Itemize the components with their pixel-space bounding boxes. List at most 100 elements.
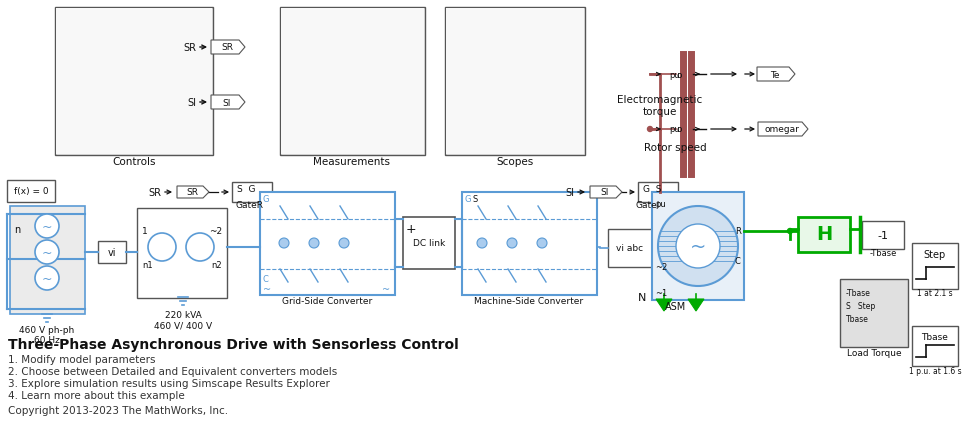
Text: n: n <box>14 224 20 234</box>
Text: 4. Learn more about this example: 4. Learn more about this example <box>8 390 184 400</box>
Text: 460 V ph-ph: 460 V ph-ph <box>19 326 75 335</box>
Polygon shape <box>655 299 672 311</box>
Text: Three-Phase Asynchronous Drive with Sensorless Control: Three-Phase Asynchronous Drive with Sens… <box>8 337 458 351</box>
Text: ~: ~ <box>689 237 705 256</box>
Text: 1 at 2.1 s: 1 at 2.1 s <box>917 289 952 298</box>
Text: DC link: DC link <box>413 239 445 248</box>
Bar <box>638 183 677 203</box>
Text: GateR: GateR <box>235 201 264 210</box>
Text: SR: SR <box>221 43 233 53</box>
Circle shape <box>35 214 59 238</box>
Text: Load Torque: Load Torque <box>846 349 900 358</box>
Text: omegar: omegar <box>764 125 798 134</box>
Text: ~: ~ <box>42 246 52 259</box>
Text: N: N <box>638 293 645 302</box>
Text: 1. Modify model parameters: 1. Modify model parameters <box>8 354 155 364</box>
Text: G  S: G S <box>642 185 661 194</box>
Bar <box>137 208 227 298</box>
Text: SI: SI <box>187 98 196 108</box>
Text: ~2: ~2 <box>654 262 667 271</box>
Text: n2: n2 <box>211 260 222 269</box>
Text: vi: vi <box>108 247 116 257</box>
Circle shape <box>647 127 652 132</box>
Polygon shape <box>756 68 795 82</box>
Text: S  G: S G <box>236 185 255 194</box>
Text: Measurements: Measurements <box>313 157 391 167</box>
Bar <box>861 221 903 250</box>
Text: Rotor speed: Rotor speed <box>643 143 705 153</box>
Circle shape <box>675 224 719 268</box>
Bar <box>7 181 55 203</box>
Bar <box>10 207 85 314</box>
Polygon shape <box>176 187 208 198</box>
Circle shape <box>537 238 547 248</box>
Text: SR: SR <box>186 188 198 197</box>
Text: GateI: GateI <box>635 201 660 210</box>
Bar <box>56 9 212 155</box>
Text: G: G <box>464 195 471 204</box>
Circle shape <box>279 238 289 248</box>
Bar <box>446 9 583 155</box>
Text: pu: pu <box>654 200 665 209</box>
Bar <box>911 326 957 366</box>
Text: -Tbase: -Tbase <box>868 249 895 258</box>
Bar <box>461 193 596 295</box>
Text: C: C <box>263 275 268 284</box>
Bar <box>232 183 271 203</box>
Bar <box>445 8 584 156</box>
Text: C: C <box>735 257 740 266</box>
Text: o: o <box>676 125 682 134</box>
Text: 2. Choose between Detailed and Equivalent converters models: 2. Choose between Detailed and Equivalen… <box>8 366 337 376</box>
Text: Controls: Controls <box>112 157 156 167</box>
Bar <box>608 230 652 267</box>
Text: SR: SR <box>183 43 196 53</box>
Text: G: G <box>263 195 269 204</box>
Text: 3. Explore simulation results using Simscape Results Explorer: 3. Explore simulation results using Sims… <box>8 378 329 388</box>
Polygon shape <box>687 299 703 311</box>
Circle shape <box>148 233 175 261</box>
Circle shape <box>507 238 516 248</box>
Text: -1: -1 <box>877 230 888 240</box>
Bar <box>280 8 424 156</box>
Text: +: + <box>405 223 416 236</box>
Circle shape <box>338 238 349 248</box>
Text: pu: pu <box>669 70 679 79</box>
Bar <box>839 279 907 347</box>
Text: Machine-Side Converter: Machine-Side Converter <box>474 296 583 305</box>
Text: S: S <box>473 195 478 204</box>
Bar <box>911 243 957 289</box>
Text: Tbase: Tbase <box>921 332 948 341</box>
Text: ~1: ~1 <box>654 288 667 297</box>
Polygon shape <box>757 123 807 137</box>
Text: 1 p.u. at 1.6 s: 1 p.u. at 1.6 s <box>908 367 960 376</box>
Text: ~: ~ <box>382 284 390 294</box>
Text: SI: SI <box>564 187 574 197</box>
Text: Step: Step <box>922 250 945 260</box>
Bar <box>797 217 849 253</box>
Text: ~2: ~2 <box>208 227 222 236</box>
Text: torque: torque <box>642 107 676 117</box>
Text: 460 V/ 400 V: 460 V/ 400 V <box>154 321 212 330</box>
Circle shape <box>477 238 486 248</box>
Text: Te: Te <box>769 70 779 79</box>
Text: S   Step: S Step <box>845 302 874 311</box>
Polygon shape <box>211 41 245 55</box>
Text: 1: 1 <box>141 227 147 236</box>
Text: Copyright 2013-2023 The MathWorks, Inc.: Copyright 2013-2023 The MathWorks, Inc. <box>8 405 228 415</box>
Bar <box>260 193 394 295</box>
Circle shape <box>35 240 59 264</box>
Text: o: o <box>676 70 682 79</box>
Polygon shape <box>211 96 245 110</box>
Text: H: H <box>815 225 831 244</box>
Text: Tbase: Tbase <box>845 315 868 324</box>
Bar <box>55 8 213 156</box>
Text: vi abc: vi abc <box>616 244 642 253</box>
Text: 60 Hz: 60 Hz <box>34 336 60 345</box>
Bar <box>402 217 454 270</box>
Text: ~: ~ <box>263 284 271 294</box>
Text: SI: SI <box>223 98 231 107</box>
Text: Scopes: Scopes <box>496 157 533 167</box>
Circle shape <box>787 229 792 234</box>
Text: -Tbase: -Tbase <box>845 289 870 298</box>
Circle shape <box>35 266 59 290</box>
